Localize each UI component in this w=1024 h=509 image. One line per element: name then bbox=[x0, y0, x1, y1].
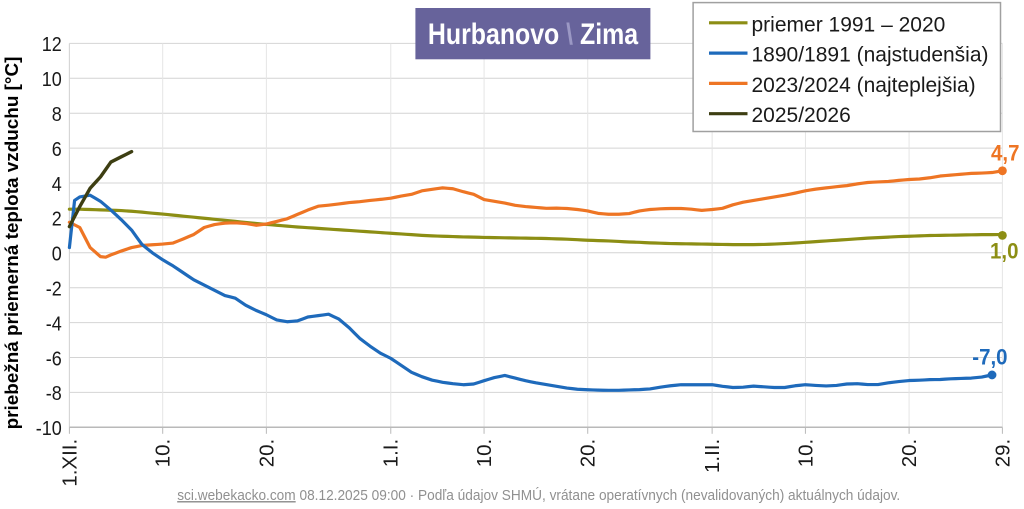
svg-text:1,0: 1,0 bbox=[990, 239, 1018, 264]
svg-text:1890/1891 (najstudenšia): 1890/1891 (najstudenšia) bbox=[752, 44, 989, 67]
svg-text:10.: 10. bbox=[473, 439, 496, 468]
svg-text:8: 8 bbox=[52, 104, 62, 126]
svg-text:-4: -4 bbox=[46, 314, 62, 336]
svg-text:10.: 10. bbox=[794, 439, 817, 468]
svg-text:priemer 1991 – 2020: priemer 1991 – 2020 bbox=[752, 13, 946, 36]
svg-text:1.XII.: 1.XII. bbox=[58, 439, 81, 487]
svg-text:-7,0: -7,0 bbox=[972, 345, 1007, 370]
svg-text:20.: 20. bbox=[577, 439, 600, 468]
svg-text:-2: -2 bbox=[46, 279, 62, 301]
svg-text:12: 12 bbox=[42, 34, 62, 56]
svg-text:10: 10 bbox=[42, 69, 62, 91]
svg-text:-6: -6 bbox=[46, 348, 62, 370]
svg-text:2: 2 bbox=[52, 209, 62, 231]
svg-text:sci.webekacko.com 08.12.2025 0: sci.webekacko.com 08.12.2025 09:00 · Pod… bbox=[177, 487, 900, 505]
svg-text:4,7: 4,7 bbox=[991, 141, 1019, 166]
svg-text:1.I.: 1.I. bbox=[380, 439, 403, 468]
svg-text:10.: 10. bbox=[152, 439, 175, 468]
svg-text:0: 0 bbox=[52, 244, 62, 266]
svg-text:2025/2026: 2025/2026 bbox=[752, 104, 851, 127]
svg-text:-10: -10 bbox=[36, 418, 62, 440]
svg-text:4: 4 bbox=[52, 174, 62, 196]
svg-text:6: 6 bbox=[52, 139, 62, 161]
svg-text:1.II.: 1.II. bbox=[701, 439, 724, 473]
svg-text:Hurbanovo \ Zima: Hurbanovo \ Zima bbox=[428, 17, 639, 51]
svg-text:-8: -8 bbox=[46, 383, 62, 405]
svg-text:priebežná priemerná teplota vz: priebežná priemerná teplota vzduchu [°C] bbox=[2, 57, 23, 430]
svg-text:29.: 29. bbox=[991, 439, 1014, 468]
svg-text:20.: 20. bbox=[255, 439, 278, 468]
svg-text:20.: 20. bbox=[898, 439, 921, 468]
svg-text:2023/2024 (najteplejšia): 2023/2024 (najteplejšia) bbox=[752, 74, 976, 97]
